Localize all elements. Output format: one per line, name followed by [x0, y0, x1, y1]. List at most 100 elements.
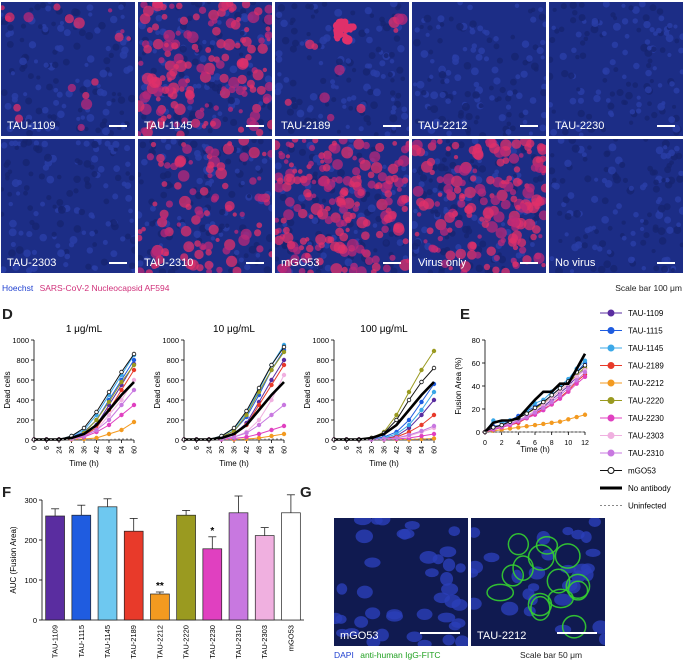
tile-scalebar	[657, 125, 675, 127]
nucleus-dot	[28, 41, 37, 49]
infected-cell	[285, 154, 291, 159]
infected-cell	[375, 142, 385, 152]
nucleus-dot	[140, 84, 148, 91]
fitc-cell-outline	[535, 535, 559, 555]
nucleus-dot	[281, 242, 288, 250]
nucleus-dot	[421, 89, 427, 96]
infected-cell	[77, 123, 85, 132]
nucleus-dot	[632, 18, 638, 24]
infected-cell	[326, 113, 335, 122]
data-point	[269, 377, 274, 383]
nucleus-dot	[456, 23, 464, 31]
nucleus-dot	[389, 2, 398, 8]
nucleus-dot	[36, 75, 41, 80]
nucleus-dot	[26, 129, 33, 136]
nucleus-dot	[316, 161, 322, 166]
infected-cell	[420, 160, 433, 173]
nucleus-dot	[657, 227, 666, 236]
infected-cell	[223, 38, 236, 51]
infected-cell	[258, 37, 265, 44]
nucleus-dot	[292, 39, 299, 47]
nucleus-dot	[177, 215, 182, 221]
nucleus-dot	[27, 122, 36, 131]
data-point	[431, 397, 437, 403]
infected-cell	[440, 259, 450, 269]
nucleus-dot	[414, 118, 421, 124]
nucleus-dot	[573, 210, 581, 218]
infected-cell	[176, 222, 182, 227]
nucleus-dot	[350, 10, 356, 16]
infected-cell	[384, 197, 393, 206]
infected-cell	[234, 42, 241, 49]
nucleus-dot	[549, 72, 554, 81]
nucleus-dot	[668, 149, 675, 157]
nucleus-dot	[128, 262, 135, 270]
nucleus-dot	[590, 265, 597, 272]
nucleus-dot	[315, 268, 322, 273]
nucleus-dot	[283, 76, 290, 83]
fitc-cell-outline	[501, 564, 525, 587]
infected-cell	[492, 176, 504, 188]
nucleus-dot	[428, 49, 434, 55]
nucleus-dot	[571, 47, 577, 54]
infected-cell	[151, 77, 163, 88]
nucleus-dot	[601, 215, 609, 224]
x-axis-label: Time (h)	[69, 459, 99, 468]
nucleus-dot	[165, 143, 172, 151]
tile-scalebar	[657, 262, 675, 264]
nucleus-dot	[430, 91, 439, 100]
series-line	[184, 346, 285, 440]
infected-cell	[288, 162, 294, 168]
data-point	[491, 425, 496, 430]
nucleus-dot	[144, 256, 149, 261]
nucleus-dot	[79, 86, 87, 94]
y-tick-label: 600	[316, 376, 329, 385]
infected-cell	[138, 60, 144, 66]
nucleus-dot	[20, 23, 27, 29]
y-tick-label: 40	[472, 382, 480, 391]
y-axis-label: Dead cells	[153, 371, 162, 408]
nucleus-dot	[621, 3, 626, 8]
infected-cell	[392, 141, 398, 146]
nucleus	[353, 518, 372, 526]
nucleus-dot	[582, 156, 588, 162]
nucleus-dot	[46, 195, 52, 201]
nucleus-dot	[425, 32, 430, 37]
legend-hoechst: Hoechst SARS-CoV-2 Nucleocapsid AF594	[2, 283, 170, 293]
nucleus-dot	[673, 226, 682, 234]
infected-cell	[212, 26, 221, 36]
infected-cell	[445, 250, 456, 261]
microscopy-tile: TAU-2230	[549, 2, 683, 136]
nucleus-dot	[53, 87, 59, 93]
nucleus-dot	[606, 249, 612, 255]
infected-cell	[176, 130, 185, 136]
nucleus-dot	[418, 170, 423, 176]
nucleus-dot	[611, 41, 619, 49]
nucleus-dot	[630, 230, 636, 236]
nucleus-dot	[233, 249, 240, 256]
infected-cell	[496, 158, 505, 167]
nucleus-dot	[368, 52, 376, 59]
infected-cell	[534, 163, 545, 174]
nucleus-dot	[460, 119, 467, 126]
y-tick-label: 400	[316, 396, 329, 405]
nucleus-dot	[193, 230, 201, 239]
infected-cell	[215, 167, 227, 180]
microscopy-tile: TAU-2189	[275, 2, 409, 136]
nucleus-dot	[594, 229, 599, 235]
y-axis-label: Dead cells	[3, 371, 12, 408]
nucleus-dot	[479, 240, 487, 248]
nucleus-dot	[641, 265, 647, 271]
infected-cell	[138, 130, 142, 136]
infected-cell	[252, 103, 262, 113]
nucleus-dot	[612, 209, 618, 215]
infected-cell	[370, 161, 383, 174]
tile-texture	[412, 139, 546, 273]
nucleus-dot	[91, 171, 98, 178]
nucleus-dot	[491, 66, 499, 74]
x-tick-label: 24	[57, 446, 64, 454]
infected-cell	[180, 225, 192, 237]
infected-cell	[126, 36, 132, 41]
nucleus-dot	[144, 221, 150, 227]
x-tick-label: 60	[282, 446, 289, 454]
